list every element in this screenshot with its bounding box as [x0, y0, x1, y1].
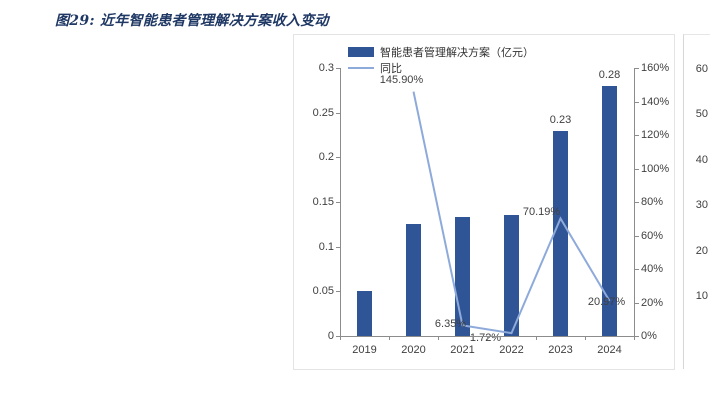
left-axis-tick	[336, 291, 340, 293]
left-axis-tick	[336, 157, 340, 159]
right-axis-tick	[635, 68, 639, 69]
x-axis-tick	[389, 336, 390, 340]
revenue-bar	[553, 130, 568, 336]
right-axis-tick	[635, 101, 639, 103]
yoy-value-label: 6.35%	[434, 318, 467, 331]
right-axis-label: 40%	[641, 263, 664, 275]
partial-y-axis-label: 10	[695, 290, 708, 302]
left-axis-label: 0.15	[312, 196, 334, 208]
left-axis-tick	[336, 246, 340, 248]
right-axis-tick	[635, 235, 639, 237]
x-axis-label: 2024	[597, 344, 622, 356]
revenue-chart: 智能患者管理解决方案（亿元） 同比 0.23 0.28 145.90% 6.35% 1.…	[293, 34, 675, 370]
left-axis-label: 0.2	[318, 151, 334, 164]
left-axis-tick	[336, 202, 340, 203]
right-axis-tick	[635, 336, 639, 337]
x-axis-tick	[585, 336, 586, 340]
line-series-swatch-icon	[348, 67, 374, 69]
left-axis-tick	[336, 336, 340, 337]
legend-label-revenue: 智能患者管理解决方案（亿元）	[380, 47, 534, 59]
left-axis-tick	[336, 68, 340, 69]
x-axis-label: 2019	[352, 344, 377, 356]
x-axis-tick	[438, 336, 439, 340]
bar-value-label: 0.28	[598, 68, 621, 81]
yoy-value-label: 70.19%	[522, 206, 561, 219]
revenue-bar	[406, 224, 421, 336]
plot-area: 0.23 0.28 145.90% 6.35% 1.72% 70.19% 20.97%	[340, 68, 634, 344]
bar-value-label: 0.23	[549, 113, 572, 126]
right-axis-label: 20%	[641, 296, 664, 309]
left-axis-label: 0.1	[318, 240, 334, 253]
left-axis-label: 0	[327, 330, 334, 342]
right-axis-tick	[635, 269, 639, 270]
left-axis-tick	[336, 112, 340, 114]
x-axis-tick	[340, 336, 341, 340]
yoy-value-label: 145.90%	[379, 73, 424, 86]
x-axis-label: 2020	[401, 344, 426, 356]
x-axis-tick	[487, 336, 488, 340]
right-axis-label: 0%	[641, 330, 657, 342]
revenue-bar	[504, 215, 519, 336]
partial-y-axis-label: 30	[695, 199, 708, 212]
right-axis-line	[634, 68, 635, 336]
x-axis-label: 2022	[499, 344, 524, 356]
yoy-line	[412, 91, 611, 335]
legend-item-yoy: 同比	[348, 61, 534, 75]
right-axis-tick	[635, 135, 639, 136]
adjacent-chart-partial: 60 50 40 30 20 10	[683, 34, 710, 369]
chart-legend: 智能患者管理解决方案（亿元） 同比	[348, 45, 534, 77]
right-axis-tick	[635, 202, 639, 203]
right-axis-label: 140%	[641, 95, 670, 108]
right-axis-label: 100%	[641, 162, 670, 175]
right-axis-label: 80%	[641, 196, 664, 208]
yoy-value-label: 20.97%	[587, 295, 626, 308]
partial-y-axis-label: 50	[695, 108, 708, 121]
right-axis-label: 120%	[641, 129, 670, 141]
left-axis-line	[340, 68, 341, 336]
x-axis-label: 2021	[450, 344, 475, 356]
figure-title: 图29: 近年智能患者管理解决方案收入变动	[55, 13, 329, 29]
right-axis-label: 60%	[641, 229, 664, 242]
yoy-value-label: 1.72%	[469, 332, 502, 345]
revenue-bar	[357, 291, 372, 336]
right-axis-tick	[635, 168, 639, 170]
legend-label-yoy: 同比	[380, 63, 402, 75]
left-axis-label: 0.3	[318, 62, 334, 74]
partial-y-axis-label: 60	[695, 63, 708, 75]
x-axis-tick	[634, 336, 635, 340]
x-axis-label: 2023	[548, 344, 573, 356]
legend-item-revenue: 智能患者管理解决方案（亿元）	[348, 45, 534, 59]
right-axis-label: 160%	[641, 62, 670, 74]
left-axis-label: 0.05	[312, 285, 334, 298]
partial-y-axis-label: 20	[695, 244, 708, 257]
left-axis-label: 0.25	[312, 106, 334, 119]
partial-y-axis-label: 40	[695, 153, 708, 166]
right-axis-tick	[635, 302, 639, 304]
x-axis-tick	[536, 336, 537, 340]
revenue-bar	[602, 85, 617, 336]
bar-series-swatch-icon	[348, 47, 374, 57]
